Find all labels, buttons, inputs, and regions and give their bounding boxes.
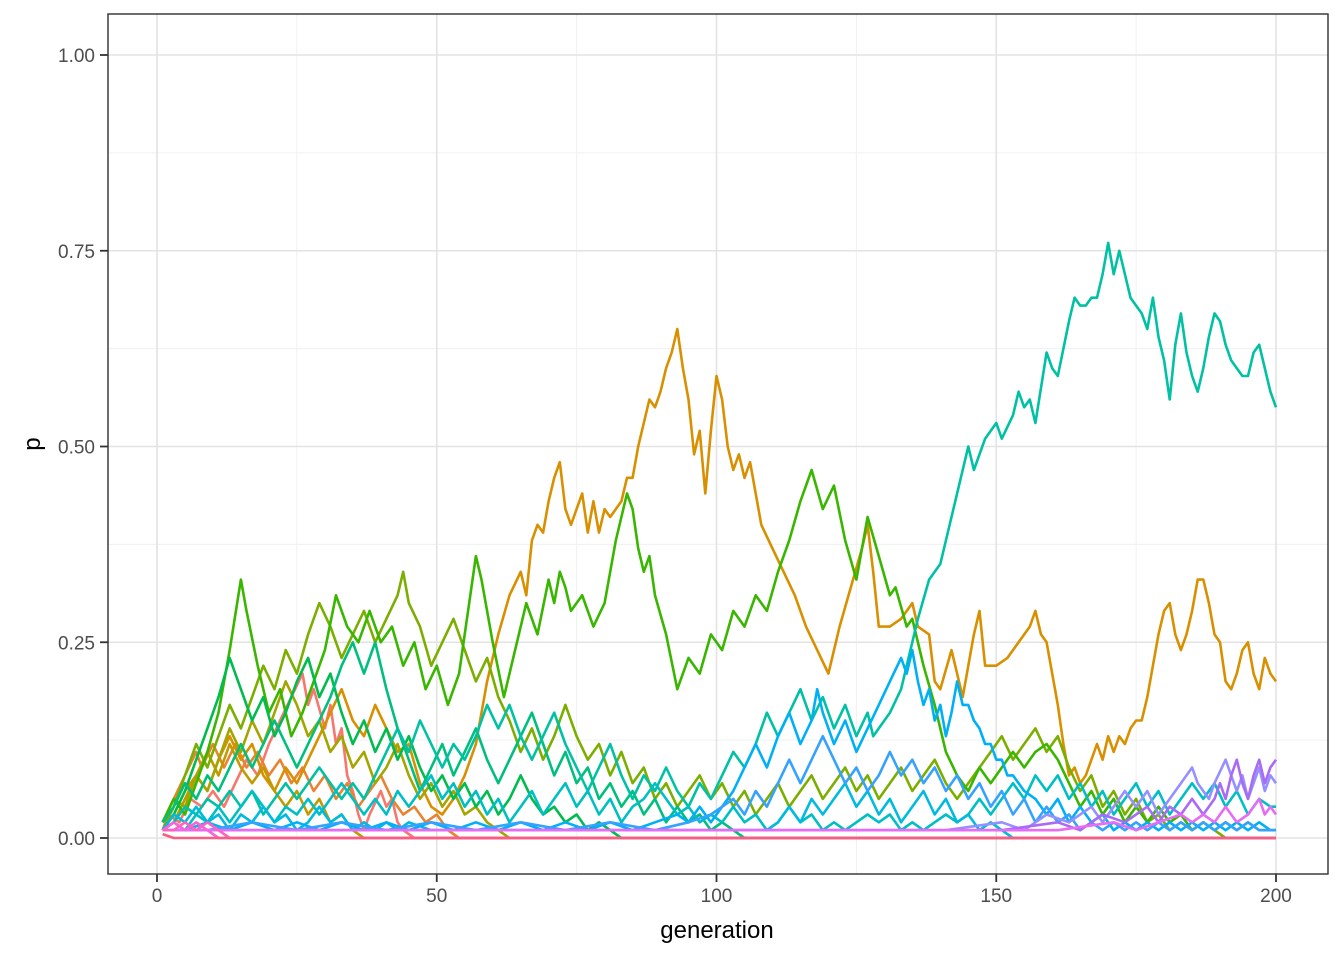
x-tick-label: 150 (980, 886, 1012, 907)
series-line-sim-20 (162, 832, 1276, 840)
x-tick-label: 100 (701, 886, 733, 907)
series-line-sim-14 (162, 734, 1276, 832)
y-axis-title: p (19, 437, 46, 450)
y-tick-label: 0.00 (58, 829, 95, 850)
series-line-sim-03 (161, 327, 1278, 831)
series-line-sim-02 (161, 742, 1276, 840)
y-tick-label: 1.00 (58, 46, 95, 67)
y-tick-label: 0.50 (58, 438, 95, 459)
panel-border (107, 13, 1329, 875)
series-line-sim-05 (161, 680, 1276, 840)
series-line-sim-06 (161, 570, 1276, 840)
series-line-sim-11 (161, 774, 1276, 832)
series-line-sim-17 (162, 797, 1278, 832)
y-tick-label: 0.25 (58, 633, 95, 654)
series-line-sim-07 (161, 468, 1276, 832)
series-line-sim-09 (161, 640, 1276, 840)
series-line-sim-10 (161, 241, 1278, 832)
series-line-sim-01 (161, 672, 1276, 840)
x-tick-label: 0 (152, 886, 163, 907)
plot-panel (108, 14, 1328, 874)
x-tick-label: 50 (426, 886, 447, 907)
x-axis-title: generation (660, 917, 773, 944)
x-tick-label: 200 (1260, 886, 1292, 907)
series-line-sim-08 (161, 656, 1276, 840)
chart-layer: 0 50 100 150 200 0.00 0.25 0.50 0.75 1.00 (58, 13, 1329, 907)
y-tick-label: 0.75 (58, 242, 95, 263)
